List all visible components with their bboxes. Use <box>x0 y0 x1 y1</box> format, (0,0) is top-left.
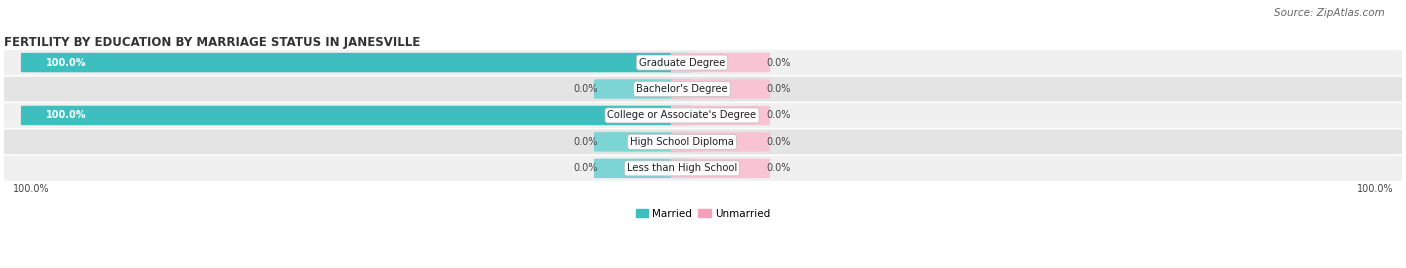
FancyBboxPatch shape <box>0 77 1406 101</box>
Legend: Married, Unmarried: Married, Unmarried <box>636 209 770 219</box>
FancyBboxPatch shape <box>593 159 693 178</box>
Text: 0.0%: 0.0% <box>766 84 790 94</box>
FancyBboxPatch shape <box>671 53 770 72</box>
FancyBboxPatch shape <box>671 159 770 178</box>
Text: Less than High School: Less than High School <box>627 163 737 173</box>
FancyBboxPatch shape <box>21 53 693 72</box>
FancyBboxPatch shape <box>0 129 1406 154</box>
FancyBboxPatch shape <box>671 132 770 152</box>
Text: 0.0%: 0.0% <box>574 163 598 173</box>
Text: Source: ZipAtlas.com: Source: ZipAtlas.com <box>1274 8 1385 18</box>
FancyBboxPatch shape <box>0 156 1406 181</box>
Text: High School Diploma: High School Diploma <box>630 137 734 147</box>
Text: 0.0%: 0.0% <box>574 84 598 94</box>
Text: 100.0%: 100.0% <box>46 58 87 68</box>
Text: 0.0%: 0.0% <box>574 137 598 147</box>
FancyBboxPatch shape <box>671 79 770 99</box>
Text: Graduate Degree: Graduate Degree <box>638 58 725 68</box>
Text: 100.0%: 100.0% <box>13 184 49 194</box>
Text: 100.0%: 100.0% <box>1357 184 1393 194</box>
Text: 0.0%: 0.0% <box>766 163 790 173</box>
Text: 0.0%: 0.0% <box>766 58 790 68</box>
Text: 100.0%: 100.0% <box>46 110 87 120</box>
Text: 0.0%: 0.0% <box>766 137 790 147</box>
FancyBboxPatch shape <box>21 106 693 125</box>
Text: FERTILITY BY EDUCATION BY MARRIAGE STATUS IN JANESVILLE: FERTILITY BY EDUCATION BY MARRIAGE STATU… <box>4 36 420 49</box>
Text: College or Associate's Degree: College or Associate's Degree <box>607 110 756 120</box>
FancyBboxPatch shape <box>0 50 1406 75</box>
FancyBboxPatch shape <box>593 79 693 99</box>
FancyBboxPatch shape <box>671 106 770 125</box>
Text: 0.0%: 0.0% <box>766 110 790 120</box>
FancyBboxPatch shape <box>0 103 1406 128</box>
FancyBboxPatch shape <box>593 132 693 152</box>
Text: Bachelor's Degree: Bachelor's Degree <box>637 84 728 94</box>
